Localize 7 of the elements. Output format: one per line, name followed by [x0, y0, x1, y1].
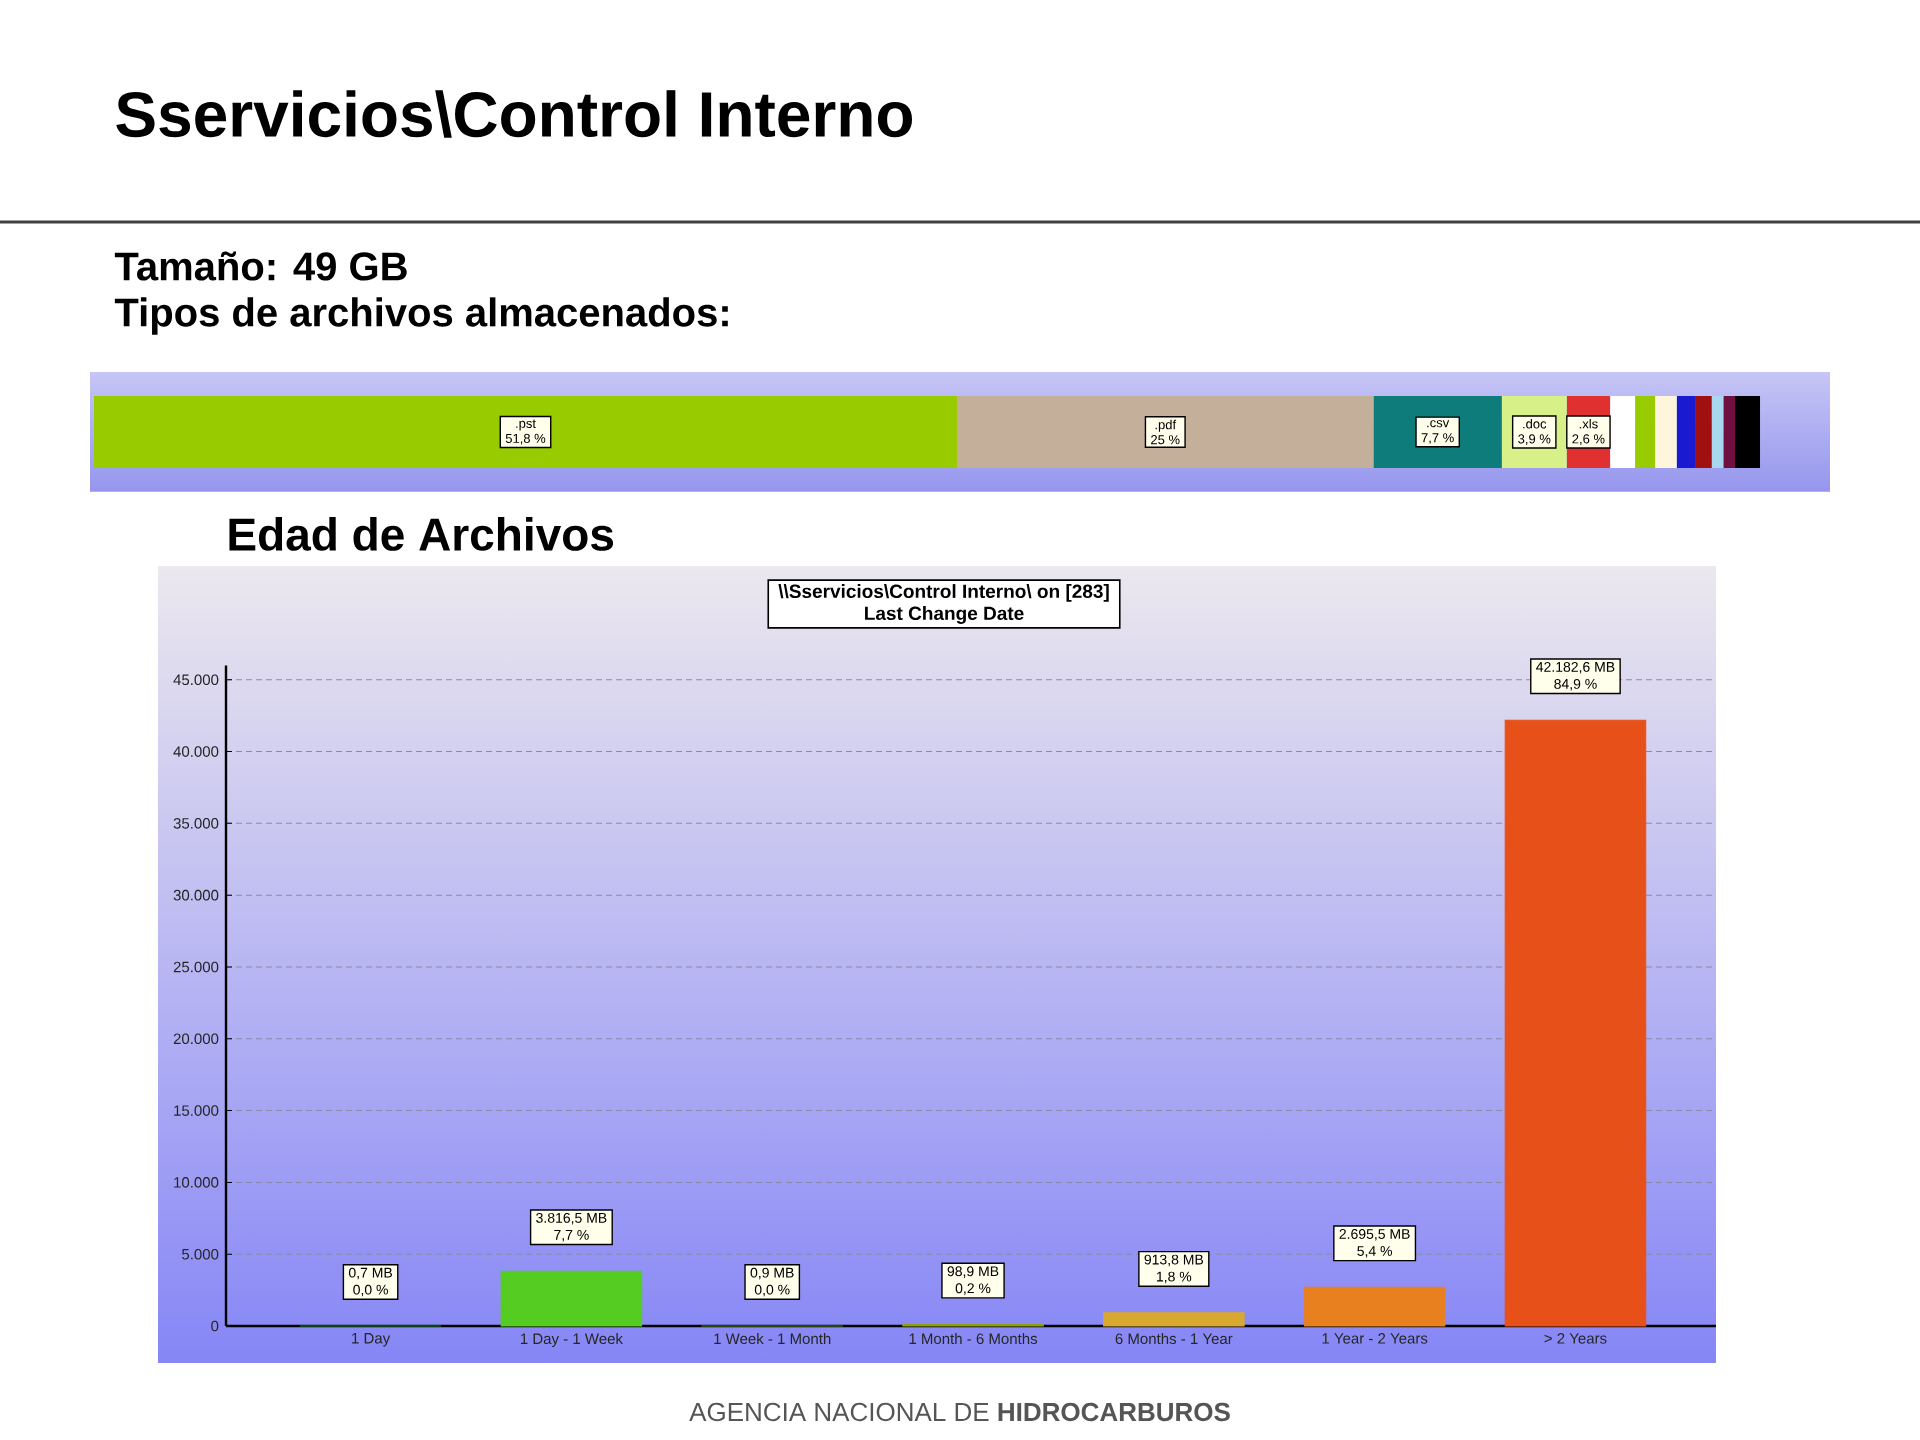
text: Tipos de archivos almacenados: — [114, 297, 728, 335]
text: Edad de Archivos — [229, 517, 614, 551]
text: AGENCIA NACIONAL DE HIDROCARBUROS — [689, 1402, 1230, 1422]
text: Tamaño: 49 GB — [114, 251, 407, 281]
chart-subtitle: Last Change Date — [865, 606, 1024, 624]
chart-title: Sservicios\Control Interno — [116, 90, 912, 138]
chart-title: \\Sservicios\Control Interno\ on [283] — [778, 584, 1109, 602]
